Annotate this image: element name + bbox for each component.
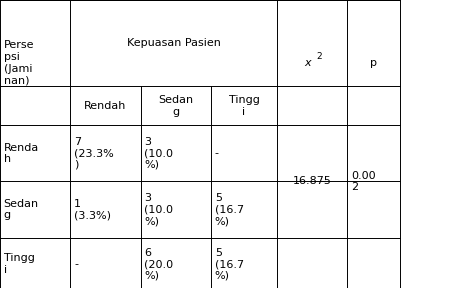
Text: 1
(3.3%): 1 (3.3%): [74, 199, 111, 220]
Text: Sedan
g: Sedan g: [158, 95, 193, 117]
Text: p: p: [370, 58, 377, 68]
Text: 2: 2: [316, 52, 322, 61]
Text: Tingg
i: Tingg i: [4, 253, 35, 275]
Text: 7
(23.3%
): 7 (23.3% ): [74, 137, 114, 170]
Text: Rendah: Rendah: [84, 101, 127, 111]
Text: 6
(20.0
%): 6 (20.0 %): [144, 248, 173, 281]
Text: 3
(10.0
%): 3 (10.0 %): [144, 193, 173, 226]
Text: Perse
psi
(Jami
nan): Perse psi (Jami nan): [4, 40, 34, 86]
Text: 0.00
2: 0.00 2: [351, 170, 375, 192]
Text: -: -: [215, 148, 219, 158]
Text: x: x: [304, 58, 311, 68]
Text: 5
(16.7
%): 5 (16.7 %): [215, 193, 244, 226]
Text: -: -: [74, 259, 78, 269]
Text: Sedan
g: Sedan g: [4, 199, 39, 220]
Text: Kepuasan Pasien: Kepuasan Pasien: [127, 38, 221, 48]
Bar: [0, 0, 400, 288]
Text: Renda
h: Renda h: [4, 143, 39, 164]
Text: Tingg
i: Tingg i: [228, 95, 260, 117]
Text: 3
(10.0
%): 3 (10.0 %): [144, 137, 173, 170]
Text: 5
(16.7
%): 5 (16.7 %): [215, 248, 244, 281]
Text: 16.875: 16.875: [293, 177, 331, 186]
